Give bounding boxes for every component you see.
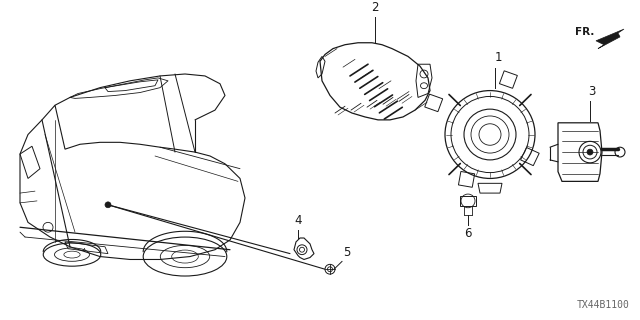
Circle shape [105, 202, 111, 208]
Text: 5: 5 [343, 246, 350, 260]
Bar [458, 172, 475, 187]
Ellipse shape [587, 149, 593, 155]
Bar [425, 94, 443, 112]
Text: 4: 4 [294, 214, 301, 227]
Text: A: A [83, 248, 85, 252]
Text: 1: 1 [494, 51, 502, 64]
Text: FR.: FR. [575, 27, 594, 37]
Bar [499, 71, 517, 88]
Text: 6: 6 [464, 227, 472, 240]
Bar [520, 148, 539, 166]
Text: 2: 2 [371, 2, 379, 14]
Polygon shape [596, 29, 624, 49]
Text: 3: 3 [588, 85, 596, 98]
Ellipse shape [464, 109, 516, 160]
Text: TX44B1100: TX44B1100 [577, 300, 630, 310]
